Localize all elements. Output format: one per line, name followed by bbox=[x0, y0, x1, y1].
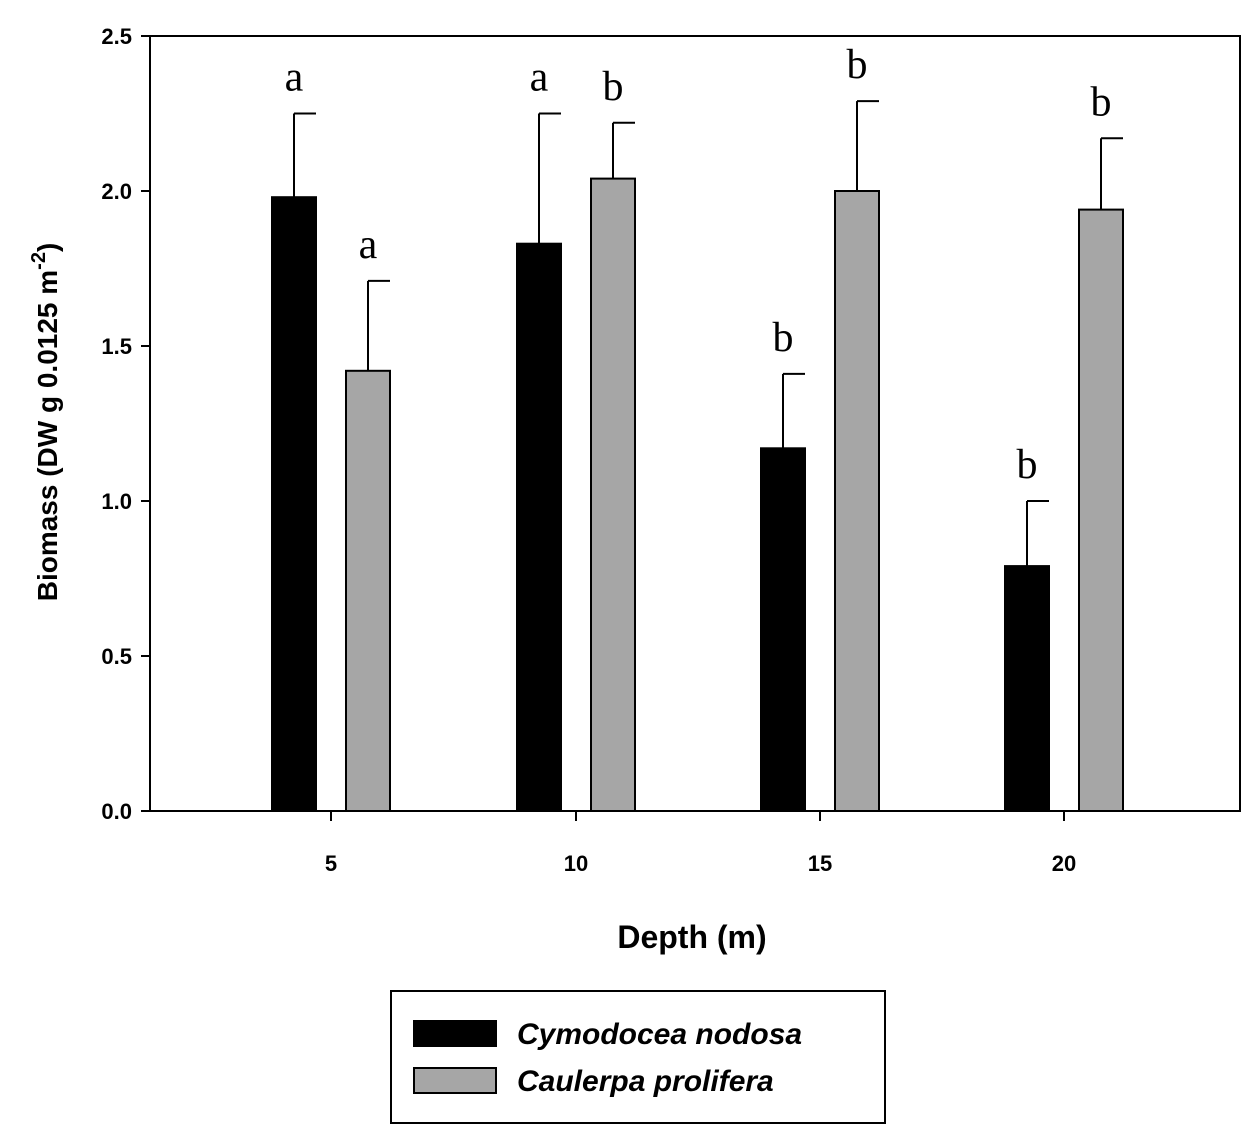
legend-label-caulerpa: Caulerpa prolifera bbox=[517, 1065, 774, 1098]
y-axis-title-main: Biomass (DW g 0.0125 m bbox=[32, 270, 63, 601]
significance-letter: a bbox=[359, 222, 378, 268]
legend-box bbox=[390, 990, 886, 1124]
bar bbox=[834, 190, 880, 812]
significance-letter: b bbox=[847, 42, 868, 88]
bar bbox=[1078, 208, 1124, 813]
significance-letter: a bbox=[285, 55, 304, 101]
legend-swatch-cymodocea bbox=[413, 1020, 497, 1047]
significance-letter: b bbox=[1091, 79, 1112, 125]
legend-label-cymodocea: Cymodocea nodosa bbox=[517, 1018, 802, 1051]
x-tick-label: 5 bbox=[325, 851, 337, 876]
significance-letter: b bbox=[773, 315, 794, 361]
bar bbox=[760, 447, 806, 812]
bar bbox=[1004, 565, 1050, 812]
y-axis-title-close: ) bbox=[32, 243, 63, 252]
plot-area: 0.0 0.5 1.0 1.5 2.0 2.5 5 10 15 20 a a b b a b b b bbox=[101, 24, 1241, 876]
legend: Cymodocea nodosa Caulerpa prolifera bbox=[390, 990, 886, 1124]
x-tick-label: 15 bbox=[808, 851, 832, 876]
y-tick-label: 2.0 bbox=[101, 179, 132, 204]
y-tick-label: 2.5 bbox=[101, 24, 132, 49]
bar bbox=[345, 369, 391, 812]
y-tick-label: 1.0 bbox=[101, 489, 132, 514]
y-tick-label: 0.5 bbox=[101, 644, 132, 669]
y-axis-title-superscript: -2 bbox=[28, 252, 50, 270]
bar bbox=[516, 242, 562, 812]
bar bbox=[590, 177, 636, 813]
plot-frame bbox=[149, 35, 1241, 812]
y-axis-title: Biomass (DW g 0.0125 m-2) bbox=[28, 243, 63, 602]
x-tick-label: 10 bbox=[564, 851, 588, 876]
significance-letter: b bbox=[603, 64, 624, 110]
legend-swatch-caulerpa bbox=[413, 1067, 497, 1094]
bar bbox=[271, 196, 317, 812]
x-axis-title: Depth (m) bbox=[617, 919, 766, 955]
x-tick-label: 20 bbox=[1052, 851, 1076, 876]
y-tick-label: 0.0 bbox=[101, 799, 132, 824]
significance-letter: a bbox=[530, 55, 549, 101]
y-tick-label: 1.5 bbox=[101, 334, 132, 359]
significance-letter: b bbox=[1017, 442, 1038, 488]
